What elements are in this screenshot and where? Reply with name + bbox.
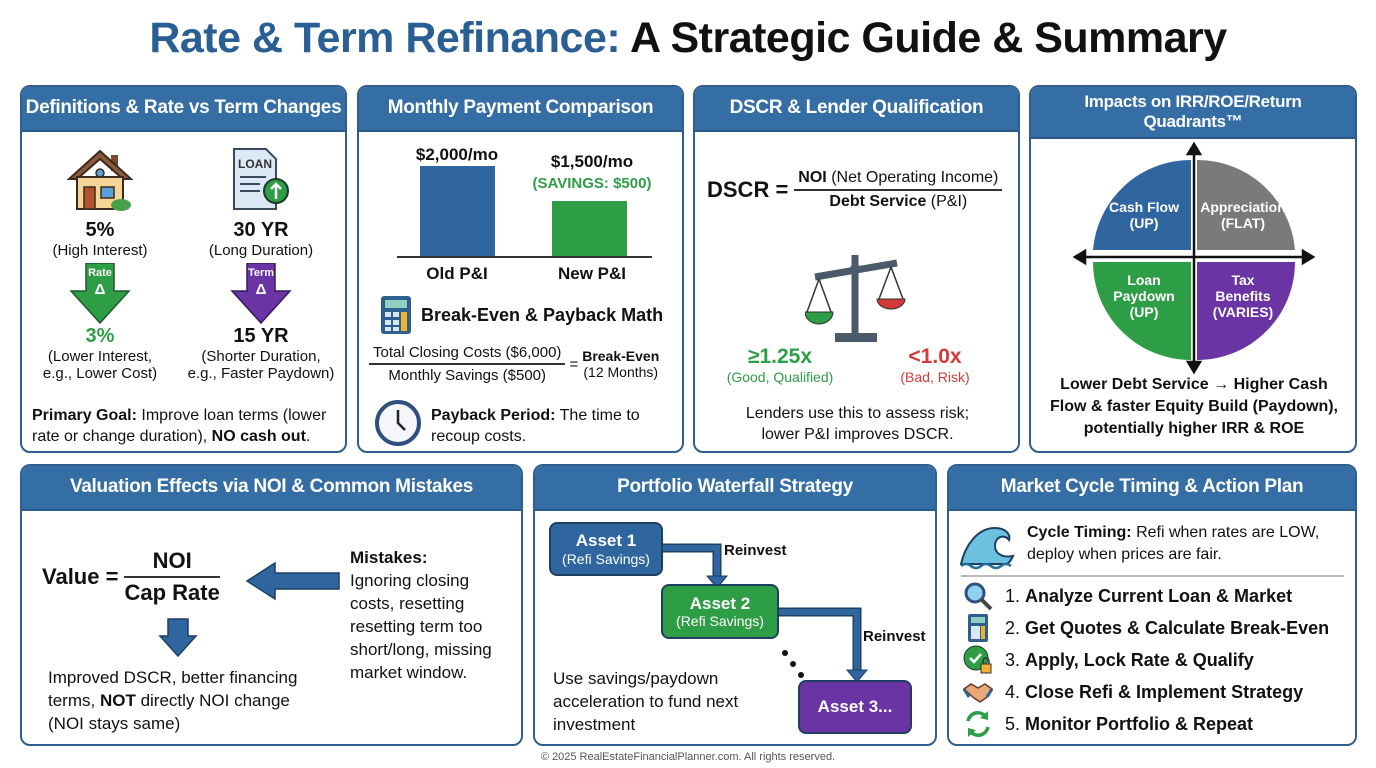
calculator-icon: [381, 296, 411, 334]
house-icon: [67, 149, 133, 211]
definitions-panel: Definitions & Rate vs Term Changes LOAN …: [20, 85, 347, 453]
valuation-panel: Valuation Effects via NOI & Common Mista…: [20, 464, 523, 746]
rate-down-arrow-icon: Rate Δ: [69, 262, 131, 325]
continuation-dot: [798, 672, 804, 678]
reinvest-label: Reinvest: [863, 628, 926, 645]
panel-header: DSCR & Lender Qualification: [695, 87, 1018, 132]
waterfall-panel: Portfolio Waterfall Strategy Asset 1 (Ref…: [533, 464, 937, 746]
action-step: 1. Analyze Current Loan & Market: [963, 581, 1292, 611]
asset-1-box: Asset 1 (Refi Savings): [549, 522, 663, 576]
waterfall-note: Use savings/paydown acceleration to fund…: [553, 669, 739, 734]
dscr-formula: DSCR = NOI (Net Operating Income) Debt Se…: [707, 169, 1003, 211]
dscr-note: Lenders use this to assess risk; lower P…: [745, 405, 970, 443]
action-step: 5. Monitor Portfolio & Repeat: [963, 709, 1253, 739]
waterfall-connectors: [663, 543, 869, 683]
balance-scale-icon: [805, 255, 906, 342]
quadrant-loan-paydown: [1093, 262, 1191, 360]
primary-goal-text: Primary Goal: Improve loan terms (lower …: [32, 407, 327, 445]
reinvest-label: Reinvest: [724, 542, 787, 559]
clock-icon: [375, 400, 421, 446]
handshake-icon: [963, 683, 993, 703]
magnifier-icon: [964, 582, 993, 611]
action-step: 2. Get Quotes & Calculate Break-Even: [963, 613, 1329, 643]
dscr-panel: DSCR & Lender Qualification DSCR = NOI (…: [693, 85, 1020, 453]
copyright-footer: © 2025 RealEstateFinancialPlanner.com. A…: [540, 751, 836, 763]
panel-header: Monthly Payment Comparison: [359, 87, 682, 132]
quadrants-summary: Lower Debt Service → Higher Cash Flow & …: [1049, 376, 1338, 437]
continuation-dot: [790, 661, 796, 667]
check-lock-icon: [963, 645, 992, 674]
panel-header: Valuation Effects via NOI & Common Mista…: [22, 466, 521, 511]
new-value-label: $1,500/mo: [550, 152, 634, 171]
payback-text: Payback Period: The time to recoup costs…: [431, 407, 640, 445]
old-bar-label: Old P&I: [426, 264, 488, 283]
quadrant-cash-flow: [1093, 159, 1191, 258]
value-formula: Value = NOI Cap Rate: [42, 548, 220, 605]
term-column: 30 YR (Long Duration) Term Δ 15 YR (Shor…: [187, 219, 335, 382]
market-cycle-panel: Market Cycle Timing & Action Plan Cycle …: [947, 464, 1357, 746]
new-payment-bar: [552, 201, 627, 256]
left-arrow-icon: [245, 561, 340, 601]
breakeven-formula: Total Closing Costs ($6,000) Monthly Savi…: [369, 344, 659, 384]
valuation-effect-text: Improved DSCR, better financing terms, N…: [48, 668, 298, 733]
panel-header: Definitions & Rate vs Term Changes: [22, 87, 345, 132]
bad-threshold: <1.0x (Bad, Risk): [900, 345, 970, 385]
refresh-icon: [966, 711, 990, 737]
page-title: Rate & Term Refinance: A Strategic Guide…: [149, 14, 1227, 62]
loan-document-icon: LOAN: [230, 147, 290, 213]
quadrant-appreciation: [1197, 159, 1295, 250]
action-step: 3. Apply, Lock Rate & Qualify: [963, 645, 1254, 675]
term-down-arrow-icon: Term Δ: [230, 262, 292, 325]
old-payment-bar: [420, 166, 495, 256]
panel-header: Portfolio Waterfall Strategy: [535, 466, 935, 511]
good-threshold: ≥1.25x (Good, Qualified): [726, 345, 834, 385]
quadrant-tax-benefits: [1197, 262, 1295, 360]
panel-header: Market Cycle Timing & Action Plan: [949, 466, 1355, 511]
asset-3-box: Asset 3...: [798, 680, 912, 734]
savings-label: (SAVINGS: $500): [532, 175, 652, 192]
panel-header: Impacts on IRR/ROE/Return Quadrants™: [1031, 87, 1355, 139]
chart-baseline: [397, 256, 652, 258]
new-bar-label: New P&I: [557, 264, 627, 283]
quadrants-panel: Impacts on IRR/ROE/Return Quadrants™ Cas…: [1029, 85, 1357, 453]
breakeven-title: Break-Even & Payback Math: [421, 305, 664, 325]
payment-comparison-panel: Monthly Payment Comparison $2,000/mo $1,…: [357, 85, 684, 453]
return-quadrants-diagram: [1072, 142, 1316, 374]
action-step: 4. Close Refi & Implement Strategy: [963, 677, 1303, 707]
asset-2-box: Asset 2 (Refi Savings): [661, 584, 779, 639]
old-value-label: $2,000/mo: [415, 145, 499, 164]
rate-column: 5% (High Interest) Rate Δ 3% (Lower Inte…: [42, 219, 158, 382]
mistakes-text: Mistakes: Ignoring closing costs, resetti…: [350, 548, 492, 682]
continuation-dot: [782, 650, 788, 656]
wave-icon: [959, 526, 1015, 570]
cycle-timing-text: Cycle Timing: Refi when rates are LOW, d…: [1027, 524, 1320, 563]
calculator-icon: [968, 614, 988, 642]
down-arrow-icon: [158, 618, 198, 658]
divider: [961, 575, 1344, 577]
